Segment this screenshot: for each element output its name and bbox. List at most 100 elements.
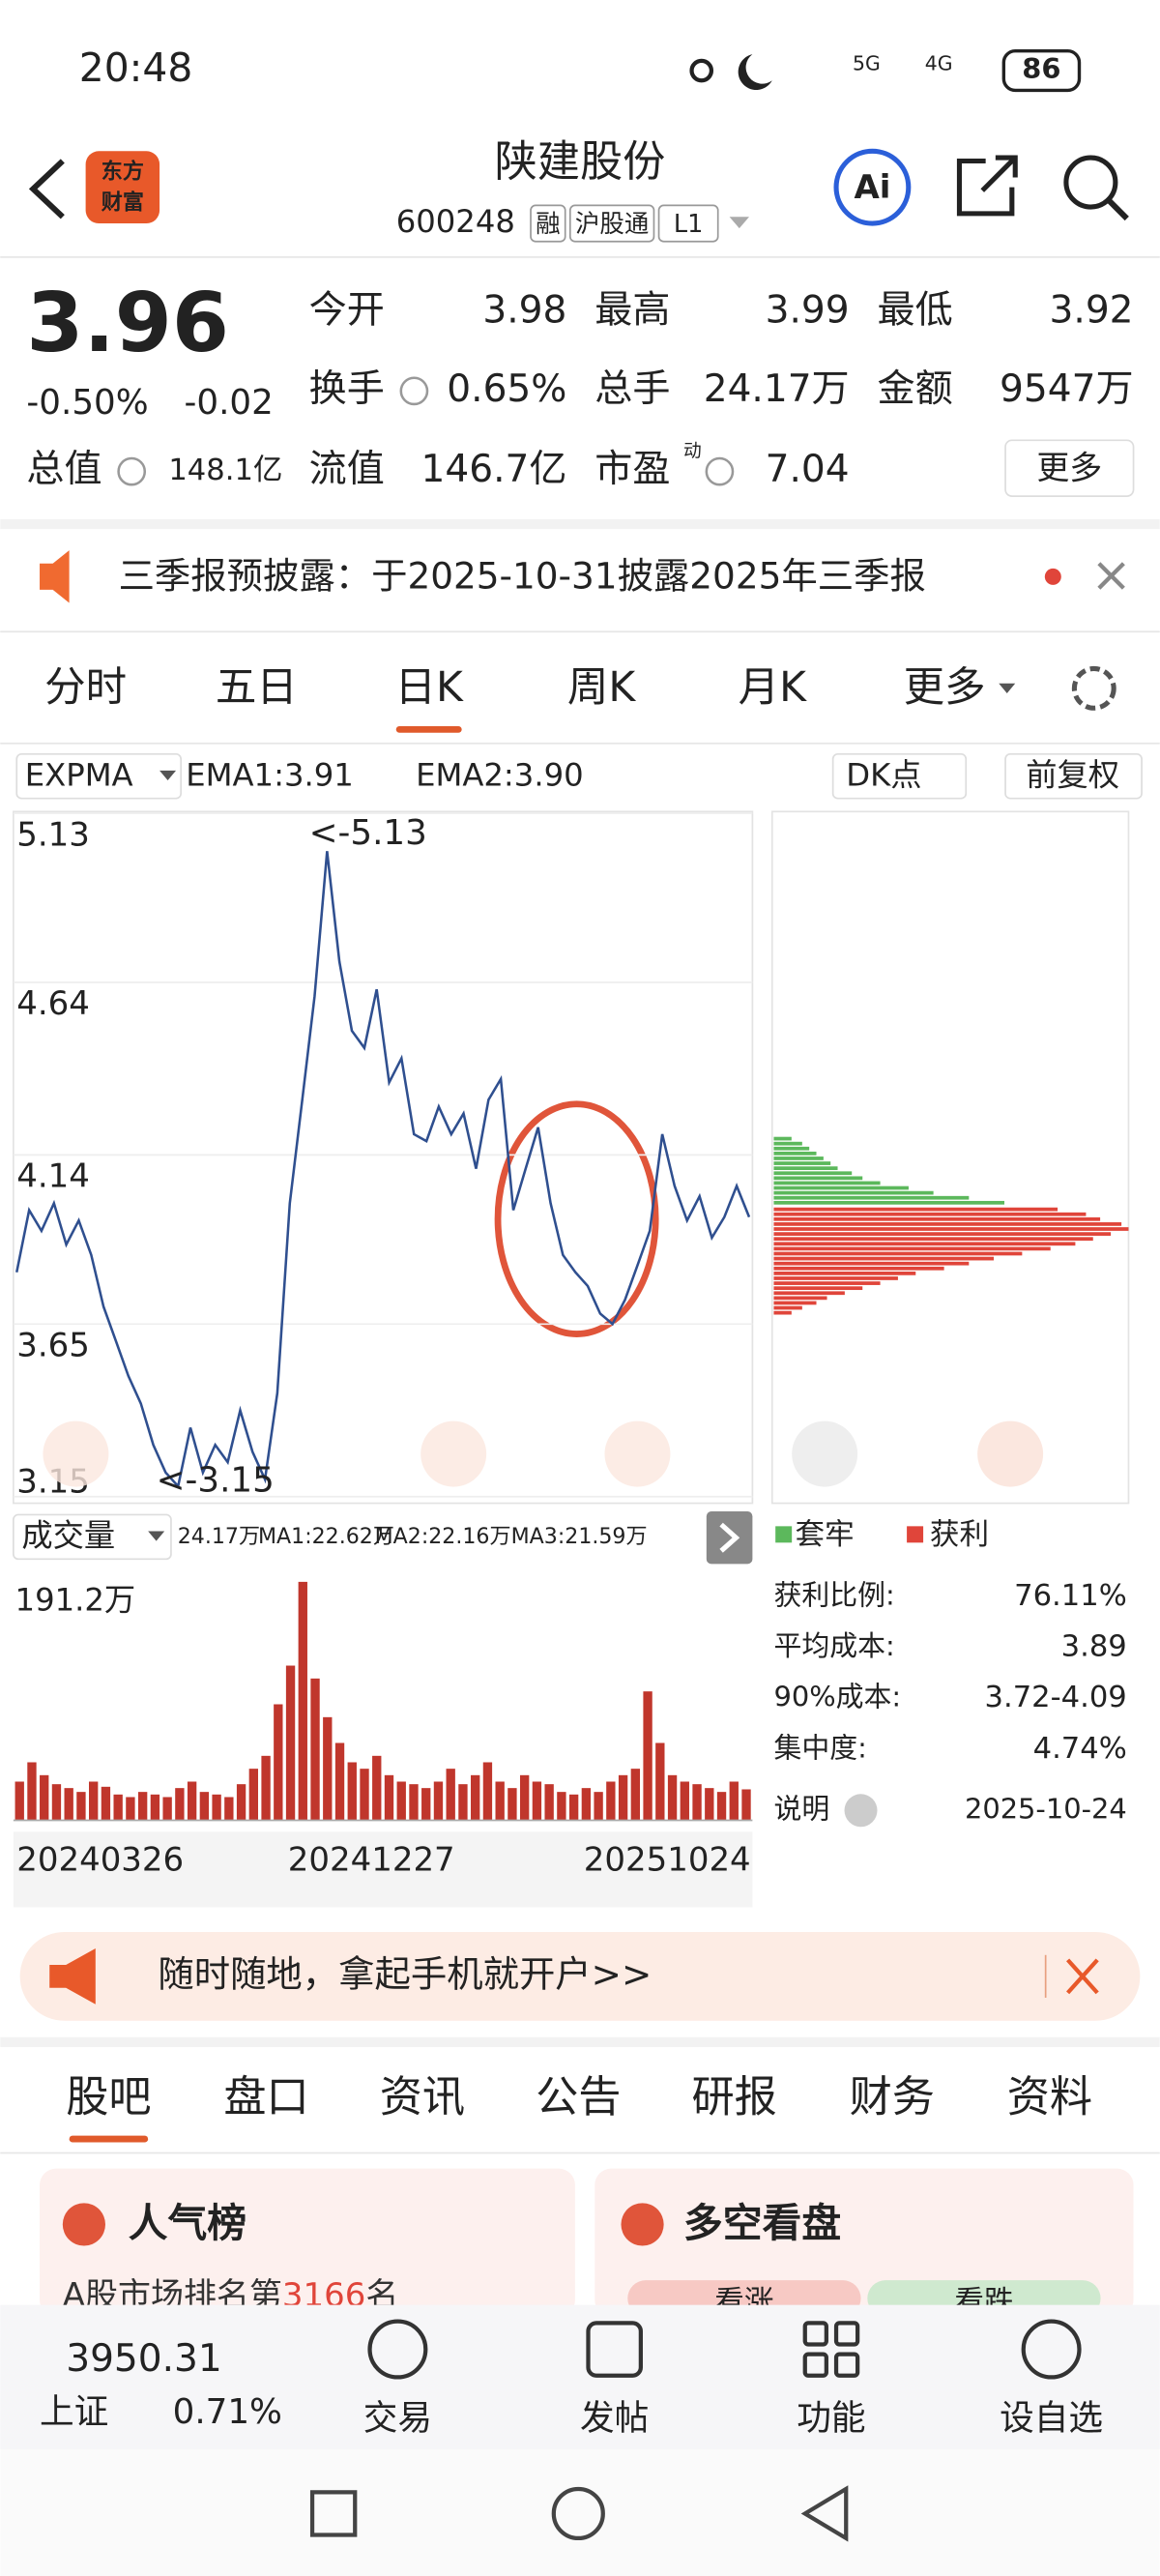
dropdown-icon xyxy=(160,770,177,781)
fullscreen-button[interactable] xyxy=(977,1420,1044,1487)
divider xyxy=(1044,1954,1047,1998)
volume-bar xyxy=(544,1784,554,1821)
tag-box xyxy=(568,204,655,243)
date-label: 20251024 xyxy=(584,1840,751,1879)
stat-value: 4.74% xyxy=(1033,1732,1127,1766)
section-tab[interactable]: 研报 xyxy=(692,2072,777,2122)
info-icon xyxy=(117,456,147,486)
section-tab[interactable]: 资料 xyxy=(1007,2072,1092,2122)
section-tab[interactable]: 资讯 xyxy=(380,2072,465,2122)
chip-bar xyxy=(773,1276,898,1280)
dk-label[interactable]: DK点 xyxy=(846,757,921,794)
indicator-select[interactable] xyxy=(15,752,182,800)
tab[interactable]: 月K xyxy=(739,664,807,712)
section-tab[interactable]: 公告 xyxy=(536,2072,621,2122)
nav-label[interactable]: 功能 xyxy=(797,2399,865,2439)
volume-bar xyxy=(421,1788,431,1821)
info-icon xyxy=(844,1794,878,1828)
dk-select[interactable] xyxy=(831,752,968,800)
index-value[interactable]: 3950.31 xyxy=(66,2337,222,2381)
card-title[interactable]: 人气榜 xyxy=(129,2200,246,2246)
dropdown-icon xyxy=(148,1531,165,1541)
banner-text[interactable]: 随时随地，拿起手机就开户>> xyxy=(158,1952,652,1995)
ai-label[interactable]: Ai xyxy=(854,168,890,207)
chip-bar xyxy=(773,1222,1122,1226)
trade-icon[interactable] xyxy=(367,2319,428,2380)
next-button[interactable] xyxy=(792,1420,858,1487)
logo-text: 财富 xyxy=(102,190,144,216)
chip-bar xyxy=(773,1256,995,1261)
nav-label[interactable]: 交易 xyxy=(363,2399,432,2439)
close-icon[interactable] xyxy=(1097,562,1125,590)
ai-button[interactable] xyxy=(833,148,912,226)
expand-icon xyxy=(719,1522,740,1553)
back-icon[interactable] xyxy=(28,159,65,220)
back[interactable] xyxy=(800,2485,849,2542)
expand-button[interactable] xyxy=(706,1511,753,1565)
legend-swatch xyxy=(907,1526,924,1543)
prev-button[interactable] xyxy=(43,1420,109,1487)
divider xyxy=(0,630,1160,633)
chip-date: 2025-10-24 xyxy=(965,1792,1127,1825)
share-icon[interactable] xyxy=(956,155,1018,217)
card-title[interactable]: 多空看盘 xyxy=(683,2200,841,2246)
volume-bar xyxy=(199,1792,210,1821)
close-icon[interactable] xyxy=(1066,1958,1099,1995)
volume-bar xyxy=(458,1784,468,1821)
chip-bar xyxy=(773,1141,802,1146)
chip-bar xyxy=(773,1272,916,1275)
chip-bar xyxy=(773,1261,970,1266)
feature-icon xyxy=(802,2352,828,2378)
banner[interactable] xyxy=(19,1932,1141,2021)
chip-bar xyxy=(773,1207,1058,1212)
chip-bar xyxy=(773,1296,827,1301)
search-icon[interactable] xyxy=(1063,155,1118,210)
popular-card[interactable] xyxy=(40,2168,575,2317)
tab[interactable]: 日K xyxy=(395,664,464,712)
volume-bar xyxy=(716,1792,727,1821)
logo[interactable] xyxy=(85,151,160,224)
stat-label: 获利比例: xyxy=(773,1578,894,1611)
tab[interactable]: 五日 xyxy=(216,664,298,712)
recent-apps[interactable] xyxy=(309,2490,358,2537)
add-button[interactable] xyxy=(420,1420,487,1487)
indicator-name[interactable]: EXPMA xyxy=(25,757,133,794)
nav-label[interactable]: 设自选 xyxy=(1000,2399,1103,2439)
volume-current: 24.17万 xyxy=(178,1525,260,1549)
volume-select-label[interactable]: 成交量 xyxy=(21,1517,115,1554)
tab[interactable]: 更多 xyxy=(904,664,986,712)
tab[interactable]: 周K xyxy=(567,664,636,712)
watchlist-icon[interactable] xyxy=(1021,2319,1082,2380)
draw-button[interactable] xyxy=(604,1420,671,1487)
volume-select[interactable] xyxy=(13,1513,172,1561)
tab[interactable]: 分时 xyxy=(44,664,127,712)
sentiment-card[interactable] xyxy=(594,2168,1134,2317)
popular-icon xyxy=(62,2203,105,2246)
home[interactable] xyxy=(551,2486,605,2541)
chip-bar xyxy=(773,1171,853,1176)
section-tab[interactable]: 盘口 xyxy=(223,2072,308,2122)
date-label: 20241227 xyxy=(288,1840,455,1879)
post-icon[interactable] xyxy=(586,2321,643,2378)
notice[interactable]: 三季报预披露：于2025-10-31披露2025年三季报 xyxy=(119,555,926,598)
more-button[interactable] xyxy=(1004,439,1135,497)
nav-label[interactable]: 发帖 xyxy=(580,2399,649,2439)
chip-bar xyxy=(773,1266,944,1271)
feature-icon xyxy=(833,2352,860,2378)
volume-bar xyxy=(384,1774,394,1821)
adjust-label[interactable]: 前复权 xyxy=(1026,757,1119,794)
chip-bar xyxy=(773,1151,817,1156)
feature-icon[interactable] xyxy=(802,2321,828,2347)
index-name: 上证 xyxy=(40,2392,108,2432)
settings-icon[interactable] xyxy=(1071,665,1116,711)
ma2: MA2:22.16万 xyxy=(375,1525,511,1549)
adjust-select[interactable] xyxy=(1004,752,1143,800)
volume-bar xyxy=(568,1794,579,1821)
chip-bar xyxy=(773,1301,817,1305)
section-tab[interactable]: 财务 xyxy=(850,2072,935,2122)
more-button-label[interactable]: 更多 xyxy=(1036,449,1102,487)
field-label: 流值 xyxy=(309,448,385,491)
volume-bar xyxy=(236,1784,246,1821)
section-tab[interactable]: 股吧 xyxy=(66,2072,151,2122)
note-link[interactable]: 说明 xyxy=(773,1792,829,1825)
